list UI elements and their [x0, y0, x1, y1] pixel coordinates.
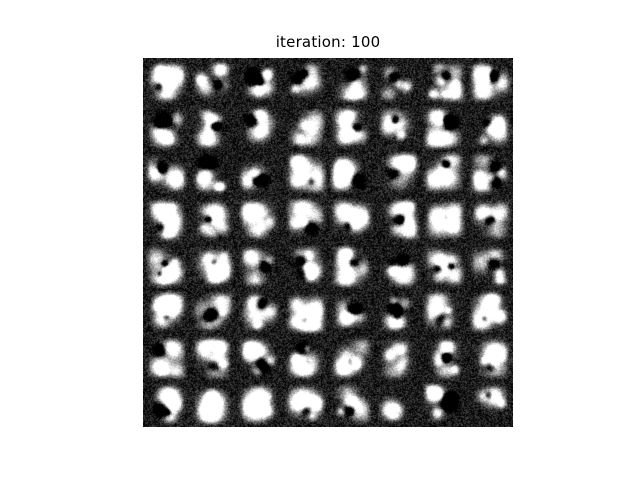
sample-grid: [143, 58, 513, 427]
sample-grid-canvas: [143, 58, 513, 427]
figure-title: iteration: 100: [275, 33, 381, 51]
